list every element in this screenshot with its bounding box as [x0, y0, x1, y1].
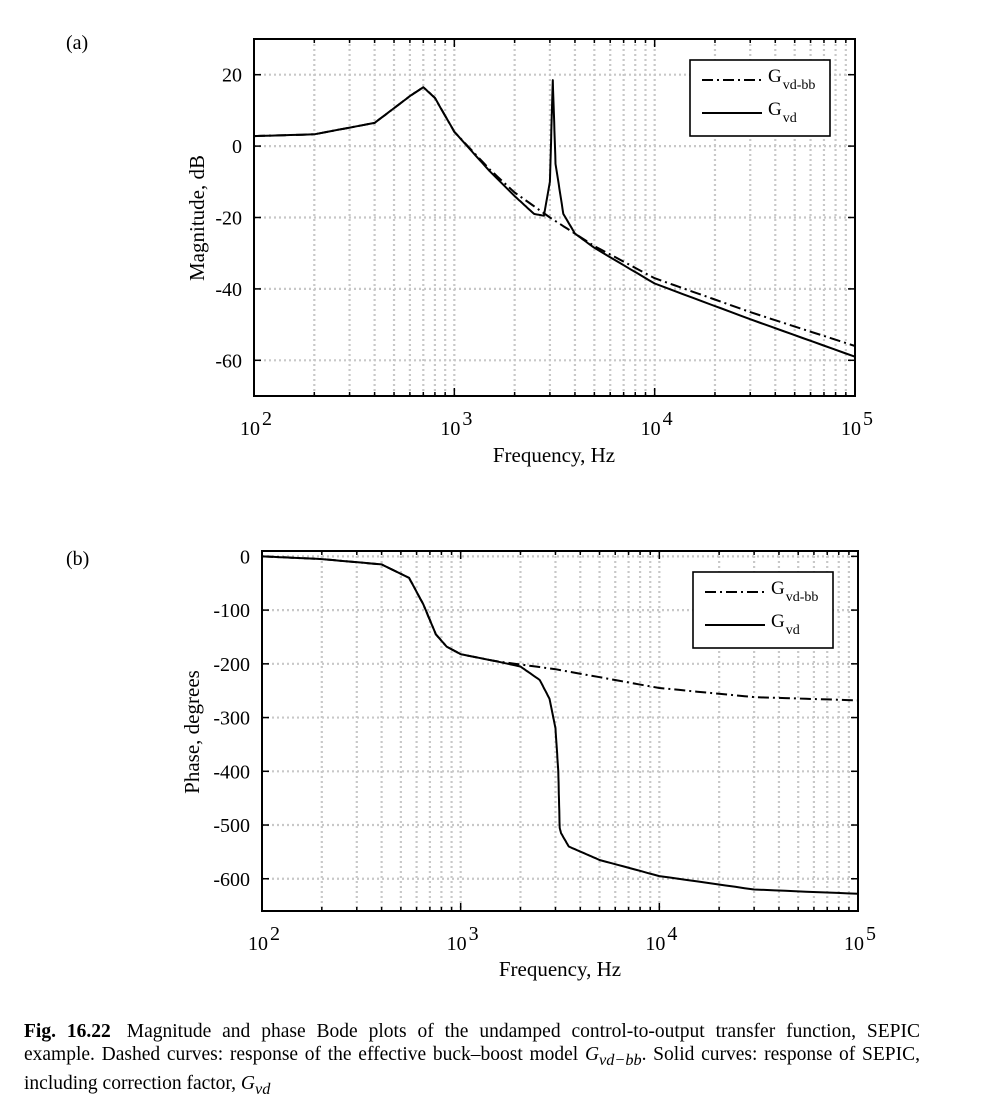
y-tick-label: -400 — [213, 761, 250, 783]
x-tick-exponent: 3 — [469, 923, 479, 945]
x-tick-exponent: 2 — [270, 923, 280, 945]
magnitude-x-ticks: 10 2 10 3 10 4 10 5 — [240, 39, 873, 440]
phase-curves — [261, 555, 859, 895]
x-tick-label: 10 — [240, 418, 260, 440]
y-tick-label: -300 — [213, 708, 250, 730]
x-tick-exponent: 2 — [262, 408, 272, 430]
phase-axes-frame — [261, 550, 859, 912]
caption-text-1: Magnitude and phase Bode plots of the un… — [24, 1021, 920, 1065]
caption-text-2: . Solid curves: response of SEPIC, inclu… — [24, 1044, 920, 1094]
caption-symbol-gvd-sub: vd — [254, 1079, 271, 1098]
x-tick-exponent: 3 — [462, 408, 472, 430]
y-tick-label: -60 — [215, 350, 242, 372]
phase-x-ticks: 10 2 10 3 10 4 10 5 — [248, 551, 876, 955]
x-tick-label: 10 — [248, 933, 268, 955]
y-tick-label: -200 — [213, 654, 250, 676]
y-tick-label: 0 — [232, 136, 242, 158]
x-tick-label: 10 — [841, 418, 861, 440]
x-tick-label: 10 — [641, 418, 661, 440]
phase-y-ticks: 0 -100 -200 -300 -400 -500 -600 — [213, 546, 858, 891]
caption-symbol-gvdbb: Gvd−bb — [584, 1044, 642, 1069]
curve-gvd — [253, 79, 856, 358]
caption-symbol-gvdbb-main: G — [584, 1044, 600, 1065]
caption-symbol-gvd: Gvd — [240, 1072, 270, 1098]
y-tick-label: -100 — [213, 600, 250, 622]
magnitude-y-axis-label: Magnitude, dB — [185, 155, 209, 281]
legend-entry-subscript: vd — [783, 111, 797, 126]
caption-symbol-gvdbb-sub: vd−bb — [599, 1050, 642, 1069]
magnitude-x-axis-label: Frequency, Hz — [493, 443, 615, 467]
y-tick-label: -40 — [215, 279, 242, 301]
bode-figure: (a) 200-20-40-60 10 2 10 3 10 4 10 5 Magnitude,… — [66, 32, 876, 981]
magnitude-plot: (a) 200-20-40-60 10 2 10 3 10 4 10 5 Magnitude,… — [66, 32, 873, 467]
panel-label-b: (b) — [66, 548, 89, 570]
curve-gvd-bb — [261, 555, 859, 702]
y-tick-label: 0 — [240, 546, 250, 568]
x-tick-label: 10 — [844, 933, 864, 955]
legend-box — [689, 59, 831, 137]
y-tick-label: -600 — [213, 869, 250, 891]
legend-entry-subscript: vd-bb — [786, 590, 819, 605]
curve-gvd — [261, 555, 859, 895]
x-tick-exponent: 5 — [863, 408, 873, 430]
phase-x-axis-label: Frequency, Hz — [499, 957, 621, 981]
magnitude-y-ticks: 20 0 -20 -40 -60 — [215, 65, 855, 372]
x-tick-exponent: 5 — [866, 923, 876, 945]
figure-number: Fig. 16.22 — [24, 1021, 111, 1042]
x-tick-exponent: 4 — [667, 923, 677, 945]
legend-entry-subscript: vd — [786, 623, 800, 638]
y-tick-label: 20 — [222, 65, 242, 87]
panel-label-a: (a) — [66, 32, 88, 54]
x-tick-label: 10 — [645, 933, 665, 955]
legend-entry-subscript: vd-bb — [783, 78, 816, 93]
phase-plot: (b) 0-100-200-300-400-500-600 10 2 10 3 10 4 1… — [66, 546, 876, 981]
caption-symbol-gvd-main: G — [240, 1072, 255, 1094]
legend-box — [692, 571, 834, 649]
y-tick-label: -20 — [215, 208, 242, 230]
phase-y-axis-label: Phase, degrees — [180, 670, 204, 794]
y-tick-label: -500 — [213, 815, 250, 837]
x-tick-label: 10 — [440, 418, 460, 440]
magnitude-curves — [253, 79, 856, 358]
figure-caption: Fig. 16.22 Magnitude and phase Bode plots… — [24, 1020, 920, 1101]
x-tick-label: 10 — [447, 933, 467, 955]
x-tick-exponent: 4 — [663, 408, 673, 430]
